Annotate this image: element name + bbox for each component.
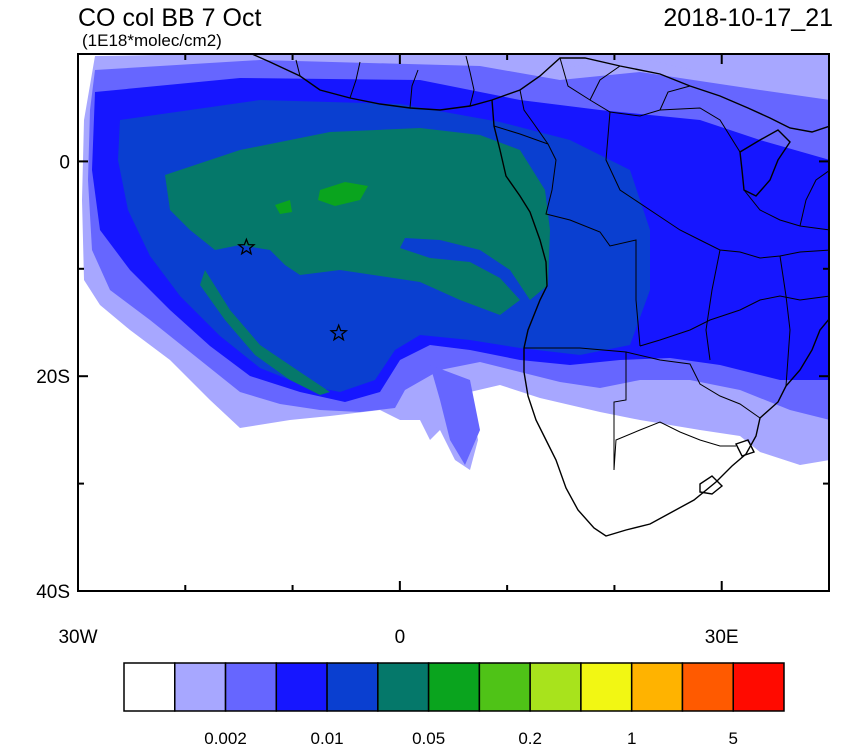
- colorbar-swatch: [681, 662, 734, 712]
- map-frame: [77, 53, 830, 592]
- colorbar-swatch: [377, 662, 430, 712]
- colorbar-swatch: [580, 662, 633, 712]
- plot-area: [82, 54, 829, 537]
- colorbar-swatch: [478, 662, 531, 712]
- map-units: (1E18*molec/cm2): [82, 31, 222, 50]
- co-field-green: [275, 182, 368, 214]
- colorbar-label: 0.05: [412, 729, 445, 747]
- coastlines: [251, 54, 829, 537]
- colorbar-swatch: [630, 662, 684, 712]
- lat-tick-label: 20S: [36, 367, 70, 388]
- colorbar-swatch: [326, 662, 379, 712]
- source-star-icon: [237, 237, 256, 256]
- colorbar-swatch: [427, 662, 481, 712]
- lon-tick-label: 30E: [705, 627, 739, 648]
- map-axes: 0 20S 40S 30W 0 30E: [36, 53, 830, 648]
- lon-tick-label: 0: [395, 627, 406, 648]
- colorbar-label: 5: [728, 729, 737, 747]
- lat-tick-label: 40S: [36, 582, 70, 603]
- colorbar-label: 1: [627, 729, 636, 747]
- country-borders: [295, 55, 829, 471]
- colorbar-swatch: [732, 662, 785, 712]
- colorbar-swatch: [224, 662, 278, 712]
- source-markers: [237, 237, 349, 342]
- colorbar-swatch: [174, 662, 227, 712]
- lat-tick-label: 0: [59, 152, 70, 173]
- colorbar-swatch: [275, 662, 328, 712]
- source-star-icon: [329, 323, 349, 342]
- colorbar: 0.002 0.01 0.05 0.2 1 5: [123, 662, 785, 747]
- map-title: CO col BB 7 Oct: [78, 4, 261, 32]
- lon-tick-label: 30W: [58, 627, 97, 648]
- colorbar-label: 0.002: [204, 729, 247, 747]
- colorbar-label: 0.01: [311, 729, 344, 747]
- map-timestamp: 2018-10-17_21: [663, 4, 833, 32]
- colorbar-swatch: [529, 662, 582, 712]
- colorbar-swatch: [123, 662, 176, 712]
- co-field-teal: [165, 128, 550, 395]
- colorbar-label: 0.2: [518, 729, 542, 747]
